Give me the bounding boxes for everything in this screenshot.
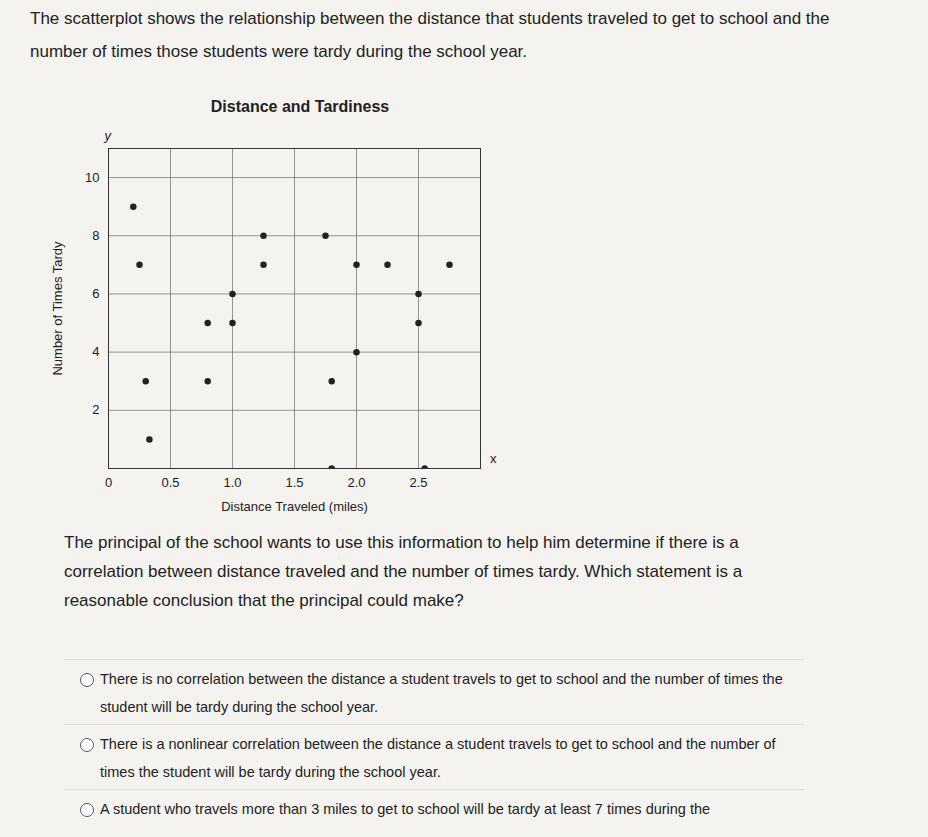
svg-text:6: 6	[92, 286, 99, 301]
svg-text:y: y	[104, 128, 113, 143]
html-text:The scatterplot shows the rela: The scatterplot shows the relationship b…	[30, 9, 830, 61]
svg-text:8: 8	[92, 228, 99, 243]
html-text:There is no correlation betwee: There is no correlation between the dist…	[100, 671, 783, 715]
svg-text:1.0: 1.0	[223, 475, 241, 490]
html-text:There is a nonlinear correlati: There is a nonlinear correlation between…	[100, 736, 776, 780]
svg-text:1.5: 1.5	[285, 475, 303, 490]
html-text:Distance and Tardiness: Distance and Tardiness	[210, 98, 390, 115]
svg-text:Distance Traveled (miles): Distance Traveled (miles)	[221, 499, 368, 514]
html-text:A student who travels more tha: A student who travels more than 3 miles …	[100, 801, 711, 817]
svg-text:4: 4	[92, 344, 99, 359]
svg-text:0.5: 0.5	[161, 475, 179, 490]
html-text:The principal of the school wa: The principal of the school wants to use…	[64, 533, 743, 610]
svg-text:2: 2	[92, 402, 99, 417]
svg-text:10: 10	[85, 170, 99, 185]
svg-text:2.0: 2.0	[347, 475, 365, 490]
svg-text:0: 0	[105, 475, 112, 490]
svg-text:2.5: 2.5	[409, 475, 427, 490]
svg-text:x: x	[490, 451, 497, 466]
svg-text:Number of Times Tardy: Number of Times Tardy	[50, 241, 65, 376]
